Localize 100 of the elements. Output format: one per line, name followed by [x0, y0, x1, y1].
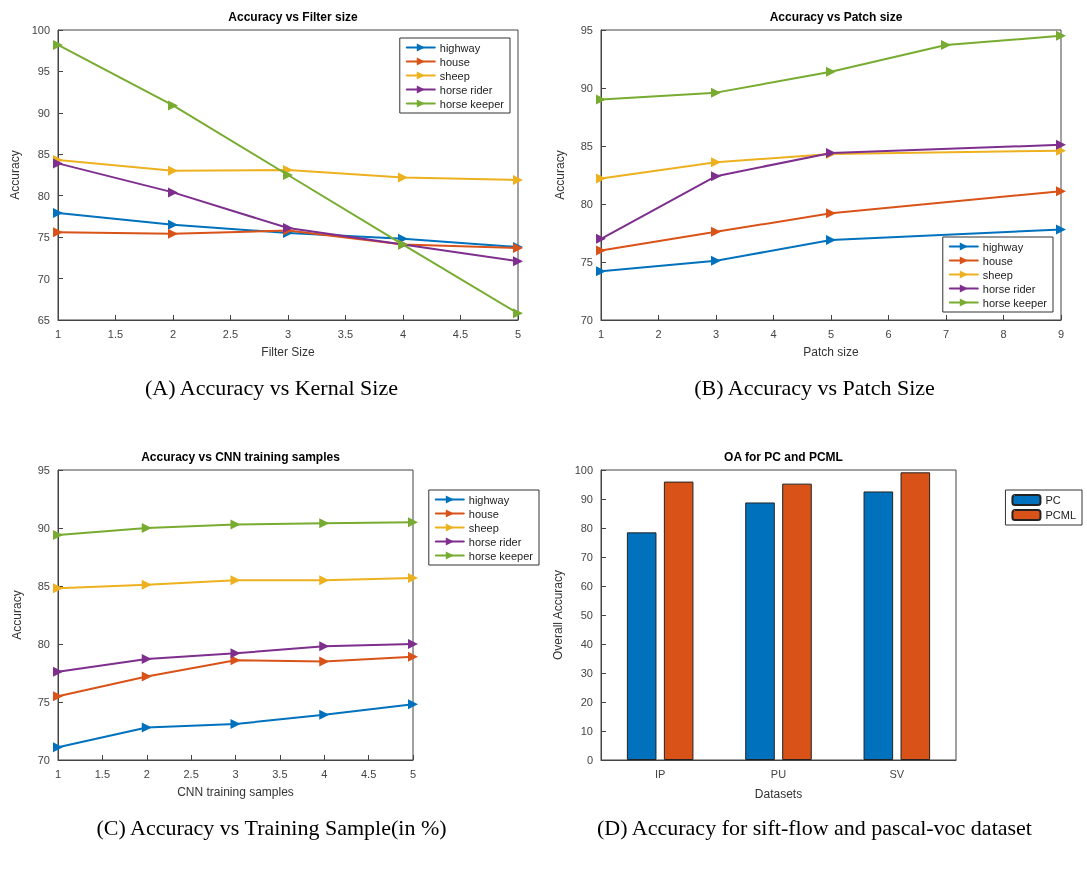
legend-label: highway	[982, 240, 1024, 253]
point	[596, 94, 606, 105]
y-tick-label: 0	[586, 754, 593, 766]
y-tick-label: 90	[580, 493, 593, 505]
x-tick-label: 2.5	[222, 327, 239, 340]
x-tick-label: 6	[885, 327, 892, 340]
bar	[663, 481, 694, 760]
point	[53, 666, 63, 677]
legend-label: sheep	[468, 521, 499, 534]
x-axis-title: CNN training samples	[177, 785, 294, 799]
point	[711, 226, 721, 237]
point	[141, 671, 152, 682]
legend-label: PC	[1045, 494, 1061, 506]
x-tick-label: 3	[284, 327, 292, 340]
point	[230, 575, 241, 586]
x-tick-label: PU	[770, 767, 787, 780]
legend-label: horse keeper	[982, 296, 1048, 309]
y-tick-label: 100	[574, 464, 593, 476]
point	[408, 699, 418, 710]
chart-title: Accuracy vs CNN training samples	[141, 450, 341, 464]
point	[826, 234, 836, 245]
x-tick-label: SV	[889, 767, 905, 780]
x-tick-label: 5	[409, 767, 417, 780]
x-tick-label: 2	[169, 327, 177, 340]
x-tick-label: 4.5	[360, 767, 377, 780]
bar	[782, 483, 812, 760]
x-tick-label: 1	[597, 327, 605, 340]
y-tick-label: 10	[580, 725, 593, 737]
legend-label: house	[468, 507, 499, 520]
point	[141, 722, 152, 733]
y-tick-label: 90	[37, 106, 50, 119]
y-tick-label: 65	[37, 314, 50, 326]
point	[53, 583, 63, 594]
point	[168, 100, 178, 111]
y-axis-title: Accuracy	[7, 150, 22, 200]
x-tick-label: 4	[399, 327, 407, 340]
y-tick-label: 85	[580, 140, 593, 152]
point	[141, 579, 152, 590]
text: (D) Accuracy for sift-flow and pascal-voc dataset	[596, 814, 1033, 842]
y-tick-label: 70	[37, 272, 50, 285]
y-tick-label: 90	[580, 82, 593, 94]
y-tick-label: 80	[37, 189, 50, 202]
legend-label: sheep	[982, 268, 1013, 281]
x-axis-title: Datasets	[754, 787, 803, 801]
legend-label: house	[982, 254, 1013, 267]
point	[408, 517, 418, 528]
point	[230, 519, 241, 530]
chart-title: Accuracy vs Patch size	[769, 10, 903, 24]
y-tick-label: 50	[580, 609, 593, 621]
point	[1056, 139, 1066, 150]
point	[319, 709, 330, 720]
point	[53, 529, 63, 540]
legend-label: highway	[439, 41, 481, 54]
point	[319, 518, 330, 529]
legend-label: horse rider	[982, 282, 1036, 295]
x-tick-label: 1	[54, 327, 62, 340]
y-tick-label: 30	[580, 667, 593, 679]
point	[141, 523, 152, 533]
point	[168, 165, 178, 176]
point	[596, 266, 606, 277]
x-tick-label: 3.5	[272, 767, 288, 780]
y-tick-label: 100	[31, 24, 50, 36]
y-tick-label: 95	[37, 464, 50, 476]
chart-title: OA for PC and PCML	[724, 450, 843, 464]
y-tick-label: 80	[37, 638, 50, 650]
point	[596, 245, 606, 256]
legend-label: horse keeper	[468, 549, 534, 562]
point	[826, 66, 836, 77]
x-tick-label: 9	[1057, 327, 1065, 340]
x-tick-label: 3	[232, 767, 239, 780]
x-tick-label: 5	[514, 327, 522, 340]
point	[398, 172, 408, 183]
legend-label: horse keeper	[439, 97, 505, 110]
point	[711, 87, 721, 98]
text: (A) Accuracy vs Kernal Size	[144, 374, 399, 402]
point	[230, 648, 241, 659]
point	[513, 256, 523, 267]
x-tick-label: 3.5	[337, 327, 354, 340]
point	[408, 639, 418, 649]
legend-label: horse rider	[439, 83, 493, 96]
point	[1056, 224, 1066, 235]
y-tick-label: 75	[37, 696, 50, 708]
x-tick-label: 4.5	[452, 327, 469, 340]
point	[711, 255, 721, 266]
legend-label: sheep	[439, 69, 470, 82]
y-axis-title: Accuracy	[553, 150, 567, 200]
y-tick-label: 75	[580, 256, 593, 268]
point	[513, 174, 523, 185]
point	[53, 227, 63, 238]
point	[941, 40, 951, 51]
y-tick-label: 75	[37, 231, 50, 244]
point	[1056, 30, 1066, 41]
point	[168, 187, 178, 198]
y-tick-label: 70	[37, 754, 50, 766]
point	[826, 208, 836, 219]
y-tick-label: 95	[580, 24, 593, 36]
x-tick-label: 3	[712, 327, 720, 340]
y-tick-label: 90	[37, 522, 50, 534]
x-axis-title: Patch size	[803, 345, 860, 359]
x-tick-label: IP	[654, 767, 666, 780]
